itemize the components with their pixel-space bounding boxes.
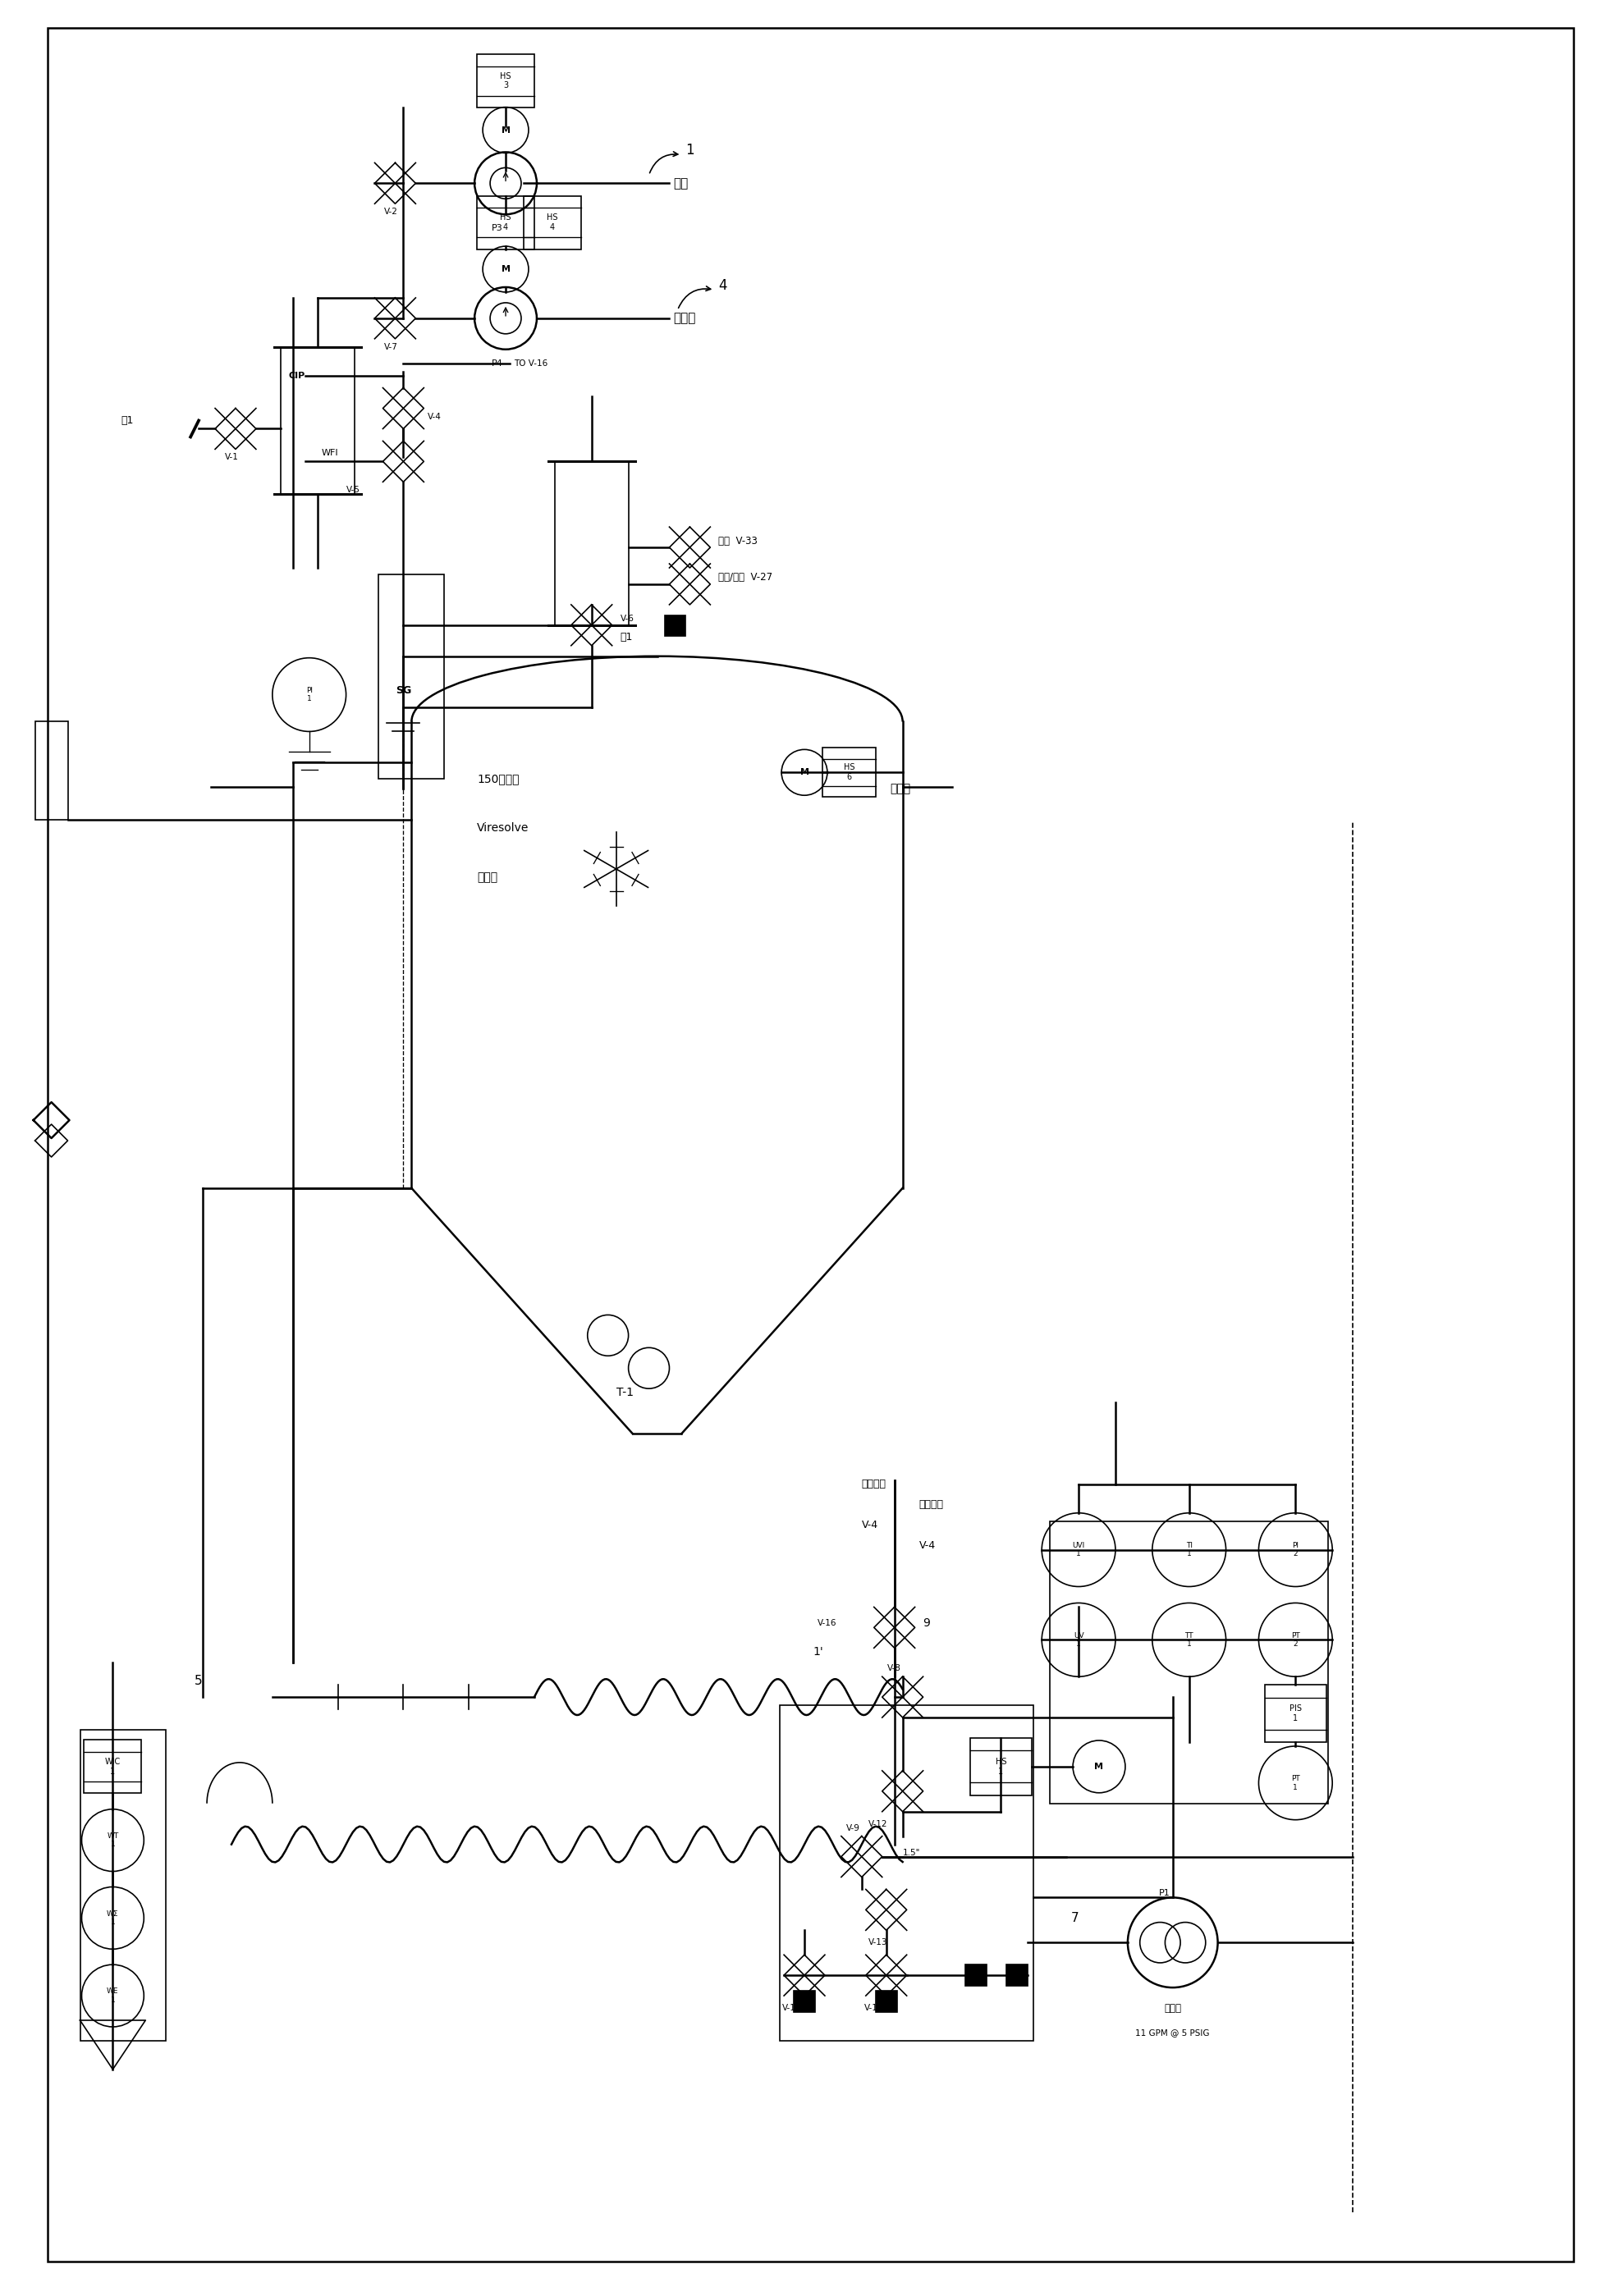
Bar [524,195,581,250]
Bar [281,347,354,494]
Text: 注1: 注1 [621,631,632,643]
Text: UV
1: UV 1 [1074,1632,1083,1649]
Text: PT
2: PT 2 [1290,1632,1300,1649]
Text: M: M [501,126,511,133]
Text: M: M [501,264,511,273]
Text: PI
2: PI 2 [1292,1543,1298,1557]
Bar [1006,1965,1028,1986]
Text: V-11: V-11 [865,2004,883,2011]
Text: V-9: V-9 [847,1823,860,1832]
Text: 至喷雾球: 至喷雾球 [918,1499,944,1511]
Text: P4: P4 [492,358,503,367]
Bar [965,1965,986,1986]
Text: 蒸汽  V-33: 蒸汽 V-33 [718,535,758,546]
Text: TT
1: TT 1 [1185,1632,1193,1649]
Text: P1: P1 [1159,1890,1171,1896]
Bar [823,748,876,797]
Bar [36,721,68,820]
Text: V-5: V-5 [346,487,361,494]
Text: V-16: V-16 [818,1619,838,1628]
Text: 9: 9 [923,1619,930,1630]
Text: 大气/空气  V-27: 大气/空气 V-27 [718,572,773,583]
Bar [794,1991,815,2011]
Text: UVI
1: UVI 1 [1072,1543,1085,1557]
Text: PI
1: PI 1 [306,687,312,703]
Text: V-6: V-6 [621,615,634,622]
Bar [665,615,686,636]
Text: V-2: V-2 [385,209,398,216]
Text: 150升容器: 150升容器 [477,774,519,785]
Text: 5: 5 [194,1674,202,1688]
Bar [970,1738,1032,1795]
Text: HS
4: HS 4 [547,214,558,232]
Text: PIS
1: PIS 1 [1289,1704,1302,1722]
Text: TI
1: TI 1 [1185,1543,1192,1557]
Bar [779,1706,1033,2041]
Text: P3: P3 [492,225,503,232]
Text: 搅拌器: 搅拌器 [891,783,910,794]
Text: V-7: V-7 [385,342,398,351]
Bar [1264,1685,1326,1743]
Text: Viresolve: Viresolve [477,822,529,833]
Text: CIP: CIP [289,372,306,379]
Text: V-10: V-10 [783,2004,802,2011]
Text: V-4: V-4 [429,413,441,420]
Text: V-8: V-8 [888,1665,901,1671]
Text: WIC
1: WIC 1 [105,1759,121,1775]
Text: WFI: WFI [322,450,338,457]
Text: M: M [800,769,808,776]
Text: 1: 1 [686,142,694,158]
Bar [876,1991,897,2011]
Bar [1049,1522,1328,1802]
Bar [84,1740,141,1793]
Text: WE
1: WE 1 [107,1988,118,2004]
Text: 1.5": 1.5" [902,1848,920,1857]
Bar [477,55,534,108]
Bar [378,574,445,778]
Text: WΣ
1: WΣ 1 [107,1910,118,1926]
Bar [477,195,534,250]
Text: HS
4: HS 4 [500,214,511,232]
Text: 4: 4 [718,278,728,294]
Text: V-1: V-1 [225,452,238,461]
Text: HS
6: HS 6 [844,765,855,781]
Text: V-13: V-13 [868,1938,888,1947]
Text: PT
1: PT 1 [1290,1775,1300,1791]
Text: V-4: V-4 [862,1520,878,1531]
Text: 11 GPM @ 5 PSIG: 11 GPM @ 5 PSIG [1135,2027,1210,2037]
Bar [79,1729,167,2041]
Text: 产品: 产品 [673,177,689,188]
Text: TO V-16: TO V-16 [514,358,548,367]
Text: 注1: 注1 [121,416,134,425]
Text: M: M [1095,1763,1103,1770]
Text: 再循环: 再循环 [477,872,498,884]
Text: HS
1: HS 1 [996,1759,1006,1775]
Text: 缓冲液: 缓冲液 [673,312,695,324]
Text: SG: SG [396,684,411,696]
Text: HS
3: HS 3 [500,71,511,90]
Text: WT
1: WT 1 [107,1832,118,1848]
Text: 1': 1' [813,1646,823,1658]
Text: 旋转叶: 旋转叶 [1164,2002,1182,2014]
Text: V-12: V-12 [868,1821,888,1828]
Text: 至喷雾球: 至喷雾球 [862,1479,886,1490]
Text: T-1: T-1 [616,1387,634,1398]
Text: 7: 7 [1070,1913,1079,1924]
Bar [555,461,629,625]
Text: V-4: V-4 [918,1541,936,1552]
